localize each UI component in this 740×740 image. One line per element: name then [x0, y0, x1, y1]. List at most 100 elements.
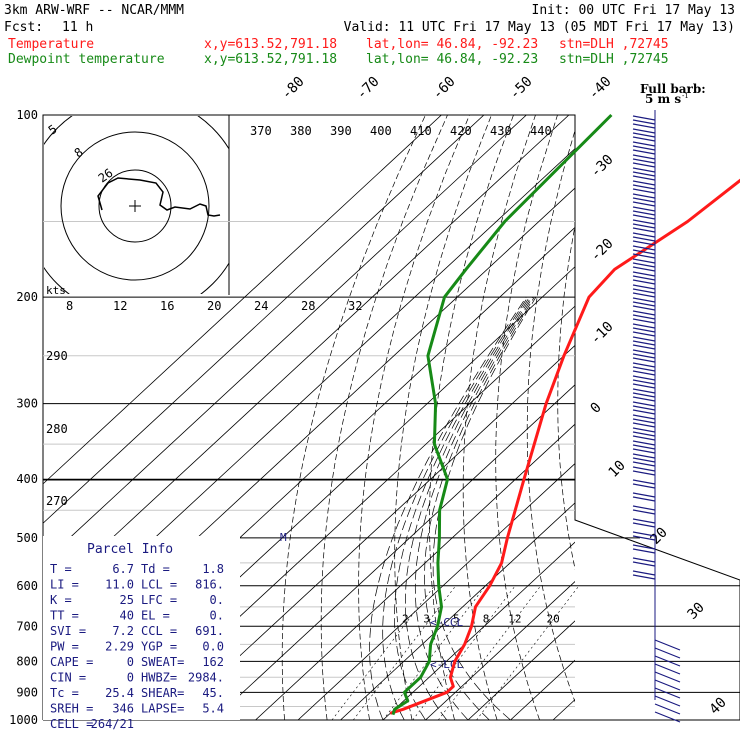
wind-barb: [632, 366, 656, 372]
wind-barb: [632, 427, 656, 433]
isentrope-label: 370: [250, 124, 272, 138]
dewpoint-profile: [391, 113, 613, 716]
wind-barb: [632, 383, 656, 389]
parcel-label: CIN =: [50, 671, 86, 685]
barb-legend-line2: 5 m s: [645, 92, 681, 106]
parcel-value: 45.: [202, 686, 224, 700]
wind-barb: [632, 284, 656, 290]
wind-barb: [632, 414, 656, 420]
wind-barb: [632, 219, 656, 225]
wind-barb: [654, 687, 681, 699]
wind-barbs: [632, 110, 681, 723]
wind-barb: [632, 561, 656, 567]
wind-barb: [632, 479, 656, 485]
isotherm-line: [596, 115, 740, 720]
wind-barb: [654, 711, 681, 723]
isotherms: [43, 115, 740, 720]
wind-barb: [632, 258, 656, 264]
wind-barb: [632, 288, 656, 294]
parcel-value: 264/21: [91, 717, 134, 731]
wind-barb: [632, 158, 656, 164]
wind-barb: [632, 149, 656, 155]
parcel-value: 0.: [210, 593, 224, 607]
parcel-label: CAPE =: [50, 655, 93, 669]
wind-barb: [632, 392, 656, 398]
wind-barb: [632, 344, 656, 350]
wind-barb: [632, 292, 656, 298]
mixing-ratio-lines: [331, 585, 580, 720]
mixing-ratio-line: [382, 585, 486, 720]
pressure-tick-label: 200: [16, 290, 38, 304]
parcel-value: 7.2: [112, 624, 134, 638]
isentrope-label: 440: [530, 124, 552, 138]
isotherm-line: [212, 384, 575, 720]
dry-adiabat-line: [394, 115, 492, 720]
wind-barb: [632, 262, 656, 268]
parcel-label: SREH =: [50, 702, 93, 716]
wind-barb: [632, 167, 656, 173]
wind-barb: [632, 444, 656, 450]
moist-adiabat-line: [369, 296, 527, 720]
hodograph-ring: [98, 169, 172, 243]
parcel-label: TT =: [50, 609, 79, 623]
dry-adiabat-label: 290: [46, 349, 68, 363]
mixing-ratio-label: 2: [402, 612, 409, 625]
isotherm-line: [255, 423, 575, 720]
wind-barb: [632, 431, 656, 437]
wind-barb: [632, 375, 656, 381]
hodograph-ring: [60, 131, 210, 281]
pressure-tick-label: 600: [16, 579, 38, 593]
parcel-label: CELL =: [50, 717, 93, 731]
parcel-label: EL =: [141, 609, 170, 623]
forecast-hours: 11 h: [62, 20, 93, 35]
wind-barb: [632, 214, 656, 220]
parcel-label: PW =: [50, 640, 79, 654]
wind-barb: [632, 180, 656, 186]
wind-barb: [632, 570, 656, 576]
wind-barb: [654, 639, 681, 651]
wind-barb: [632, 271, 656, 277]
dewpoint-xy: x,y=613.52,791.18: [204, 52, 337, 67]
wind-barb: [632, 340, 656, 346]
wind-barb: [632, 327, 656, 333]
wind-barb: [632, 128, 656, 134]
wind-barb: [632, 461, 656, 467]
wind-barb: [632, 193, 656, 199]
lower-frame: [574, 480, 740, 720]
isentrope-label: 380: [290, 124, 312, 138]
wind-barb: [632, 544, 656, 550]
isotherm-label: -20: [588, 236, 617, 265]
parcel-label: SVI =: [50, 624, 86, 638]
hodograph-speed-tick: 8: [66, 299, 73, 313]
mixing-ratio-label: 5: [453, 612, 460, 625]
wind-barb: [632, 223, 656, 229]
hodograph-speed-tick: 28: [301, 299, 315, 313]
wind-barb: [632, 535, 656, 541]
wind-barb: [632, 249, 656, 255]
isotherm-label: 0: [588, 400, 605, 417]
moist-adiabat-line: [424, 296, 535, 720]
wind-barb: [632, 301, 656, 307]
isotherm-label: -10: [588, 319, 617, 348]
hodograph-speed-tick: 32: [348, 299, 362, 313]
wind-barb: [632, 141, 656, 147]
hodograph-rings: [44, 116, 229, 294]
wind-barb: [632, 522, 656, 528]
wind-barb: [632, 145, 656, 151]
parcel-label: Td =: [141, 562, 170, 576]
isotherm-label: -60: [430, 74, 459, 103]
dry-adiabat-label: 280: [46, 422, 68, 436]
wind-barb: [632, 275, 656, 281]
wind-barb: [632, 314, 656, 320]
wind-barb: [632, 509, 656, 515]
parcel-value: 0.0: [202, 640, 224, 654]
wind-barb: [632, 240, 656, 246]
wind-barb: [632, 197, 656, 203]
pressure-tick-label: 900: [16, 685, 38, 699]
isentrope-label: 410: [410, 124, 432, 138]
parcel-value: 0: [127, 671, 134, 685]
moist-adiabat-line: [432, 296, 537, 720]
isotherm-line: [382, 541, 575, 720]
hodograph-speed-tick: 24: [254, 299, 268, 313]
wind-barb: [654, 647, 681, 659]
